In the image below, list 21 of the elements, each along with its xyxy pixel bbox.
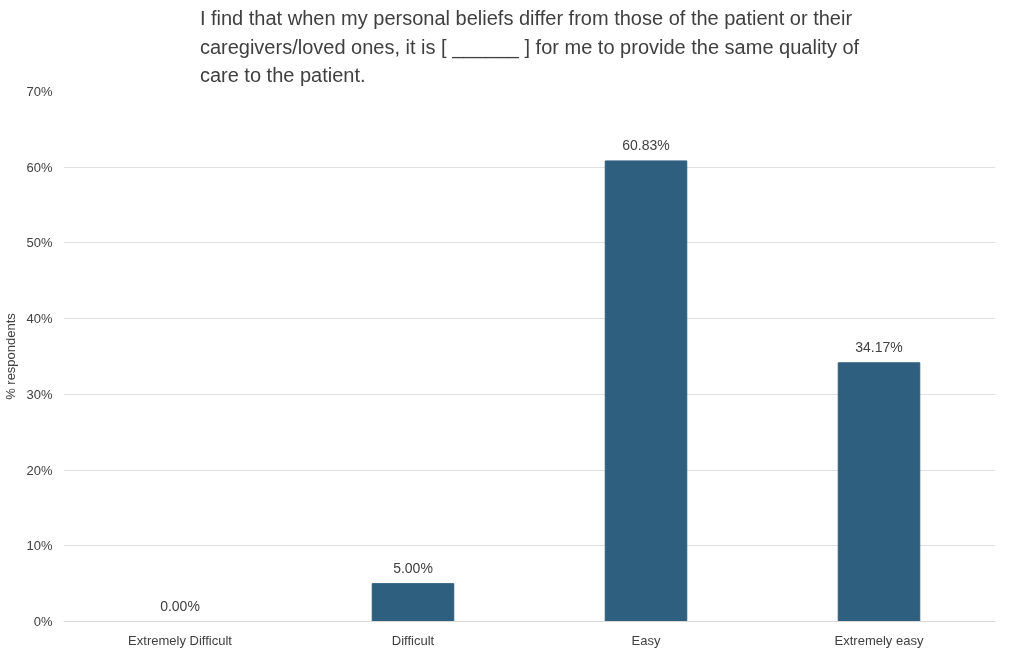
x-tick-label: Extremely easy xyxy=(834,632,924,648)
data-label: 34.17% xyxy=(855,338,903,355)
y-tick-label: 70% xyxy=(26,84,53,99)
x-tick-label: Extremely Difficult xyxy=(128,632,233,648)
x-tick-label: Easy xyxy=(631,632,661,648)
y-tick-label: 0% xyxy=(33,614,53,629)
bar xyxy=(604,160,688,622)
data-label: 60.83% xyxy=(622,136,670,153)
y-tick-label: 40% xyxy=(26,311,53,327)
y-tick-label: 30% xyxy=(26,386,53,402)
data-label: 0.00% xyxy=(160,597,200,614)
bar xyxy=(371,583,455,622)
y-tick-label: 10% xyxy=(26,538,53,554)
bar xyxy=(837,362,921,622)
data-label: 5.00% xyxy=(393,559,433,576)
x-tick-label: Difficult xyxy=(391,632,435,648)
chart-title: I find that when my personal beliefs differ from those of the patient or their caregivers/loved ones, it is [ ______ ] for me to provide the same quality of care to the patient. xyxy=(199,7,860,87)
y-tick-label: 50% xyxy=(26,235,53,251)
y-tick-label: 60% xyxy=(26,159,53,175)
y-axis-title: % respondents xyxy=(3,312,19,400)
y-tick-label: 20% xyxy=(26,462,53,478)
